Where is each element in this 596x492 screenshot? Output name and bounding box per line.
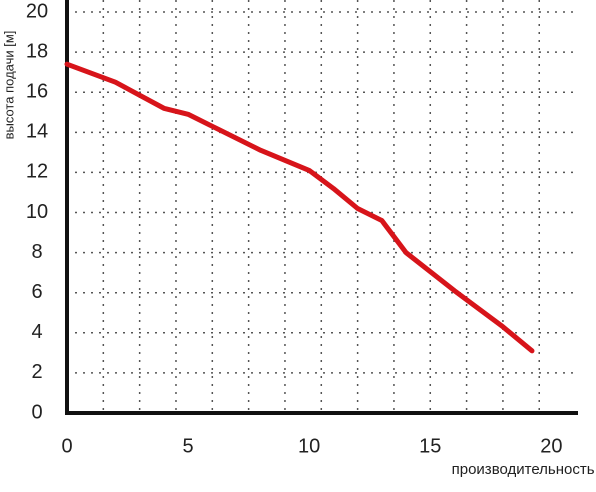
y-tick-label: 20 — [26, 0, 48, 22]
x-tick-label: 20 — [540, 435, 562, 457]
x-tick-label: 15 — [419, 435, 441, 457]
y-axis-label: высота подачи [м] — [1, 31, 16, 140]
y-tick-label: 8 — [31, 241, 42, 263]
y-tick-label: 12 — [26, 161, 48, 183]
x-tick-label: 10 — [298, 435, 320, 457]
y-tick-label: 2 — [31, 361, 42, 383]
y-tick-label: 16 — [26, 81, 48, 103]
data-line — [64, 61, 535, 354]
x-tick-label: 0 — [61, 435, 72, 457]
y-tick-label: 10 — [26, 201, 48, 223]
y-tick-label: 6 — [31, 281, 42, 303]
y-tick-label: 4 — [31, 321, 42, 343]
x-axis-label: производительность [м³/ч] — [452, 461, 596, 478]
y-tick-label: 0 — [31, 401, 42, 423]
y-tick-label: 14 — [26, 121, 48, 143]
x-tick-label: 5 — [183, 435, 194, 457]
y-tick-label: 18 — [26, 40, 48, 62]
